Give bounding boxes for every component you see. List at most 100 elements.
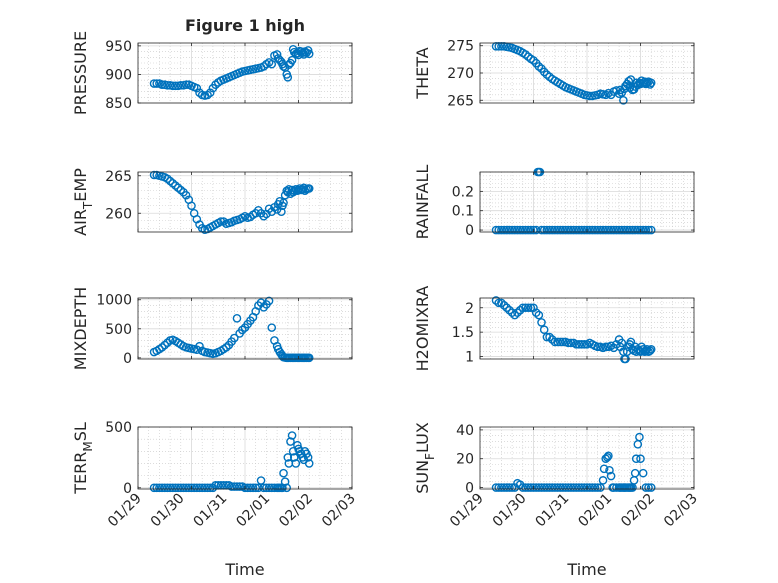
data-point <box>232 314 242 323</box>
data-point <box>580 225 589 235</box>
data-point <box>165 483 175 493</box>
data-point <box>280 477 290 487</box>
y-tick-label: 275 <box>447 39 474 55</box>
data-point <box>631 454 641 464</box>
data-point <box>563 225 573 235</box>
terr-msl-ylabel: TERRMSL <box>71 422 95 495</box>
y-tick-label: 950 <box>105 39 132 55</box>
figure-title: Figure 1 high <box>185 16 305 35</box>
data-point <box>176 185 186 195</box>
data-point <box>286 437 295 446</box>
data-point <box>168 81 178 91</box>
data-point <box>262 483 271 493</box>
data-point <box>283 72 293 82</box>
data-point <box>577 483 586 492</box>
data-point <box>585 225 594 235</box>
data-point <box>523 225 533 235</box>
data-point <box>171 483 180 493</box>
data-point <box>515 305 525 315</box>
data-point <box>221 343 231 352</box>
data-point <box>539 225 549 235</box>
data-point <box>513 225 522 235</box>
data-point <box>521 225 530 235</box>
data-point <box>547 335 557 344</box>
data-point <box>606 225 616 235</box>
subplot-air-temp: 260 265 AIRTEMP <box>71 168 353 236</box>
y-tick-label: 40 <box>456 423 474 439</box>
data-point <box>558 225 568 235</box>
data-point <box>580 483 589 492</box>
data-point <box>545 225 554 235</box>
data-point <box>277 207 286 217</box>
data-point <box>529 483 538 492</box>
subplot-h2omixra: 1 1.5 2 H2OMIXRA <box>413 286 695 371</box>
data-point <box>526 225 536 235</box>
data-point <box>171 181 180 190</box>
data-point <box>590 483 600 492</box>
data-point <box>645 80 655 89</box>
data-point <box>641 483 651 492</box>
data-point <box>149 79 159 88</box>
data-point <box>574 340 584 349</box>
data-point <box>267 483 277 493</box>
data-point <box>539 325 549 335</box>
data-point <box>539 483 549 492</box>
data-point <box>219 217 228 226</box>
data-point <box>537 225 546 235</box>
y-tick-label: 500 <box>105 420 132 436</box>
theta-series <box>491 41 656 105</box>
data-point <box>582 483 592 492</box>
data-point <box>598 476 608 485</box>
data-point <box>630 225 640 235</box>
data-point <box>644 483 653 492</box>
data-point <box>531 483 541 492</box>
data-point <box>256 298 266 307</box>
data-point <box>646 483 656 492</box>
data-point <box>617 338 627 348</box>
data-point <box>572 340 581 349</box>
y-tick-label: 0 <box>465 481 474 497</box>
y-tick-label: 0.2 <box>452 184 474 200</box>
y-tick-label: 260 <box>105 206 132 222</box>
data-point <box>518 303 528 313</box>
data-point <box>227 482 236 491</box>
y-tick-label: 0.1 <box>452 204 474 220</box>
data-point <box>304 353 314 363</box>
y-tick-label: 1 <box>465 350 474 366</box>
data-point <box>550 337 560 347</box>
data-point <box>542 225 552 235</box>
data-point <box>603 452 612 462</box>
subplot-mixdepth: 0 500 1000 MIXDEPTH <box>71 287 353 370</box>
data-point <box>547 225 557 235</box>
data-point <box>192 83 202 93</box>
data-point <box>606 471 616 481</box>
data-point <box>521 483 530 492</box>
terr-msl-series <box>149 431 314 493</box>
data-point <box>507 483 517 492</box>
rainfall-ylabel: RAINFALL <box>413 165 432 240</box>
mixdepth-series <box>149 296 314 363</box>
data-point <box>165 176 175 186</box>
data-point <box>620 225 629 235</box>
data-point <box>558 337 568 347</box>
data-point <box>596 483 605 492</box>
y-tick-label: 850 <box>105 96 132 112</box>
data-point <box>553 337 562 347</box>
data-point <box>160 340 170 350</box>
data-point <box>152 79 162 88</box>
data-point <box>605 465 614 475</box>
y-tick-label: 0 <box>123 351 132 367</box>
data-point <box>531 308 541 317</box>
theta-ylabel: THETA <box>413 47 432 99</box>
data-point <box>542 332 552 342</box>
data-point <box>521 303 530 313</box>
data-point <box>254 483 263 493</box>
data-point <box>267 207 277 217</box>
data-point <box>545 483 554 492</box>
rainfall-grid <box>480 171 694 232</box>
mixdepth-ylabel: MIXDEPTH <box>71 287 90 370</box>
data-point <box>179 483 188 493</box>
data-point <box>211 80 220 90</box>
data-point <box>507 225 517 235</box>
data-point <box>555 483 565 492</box>
